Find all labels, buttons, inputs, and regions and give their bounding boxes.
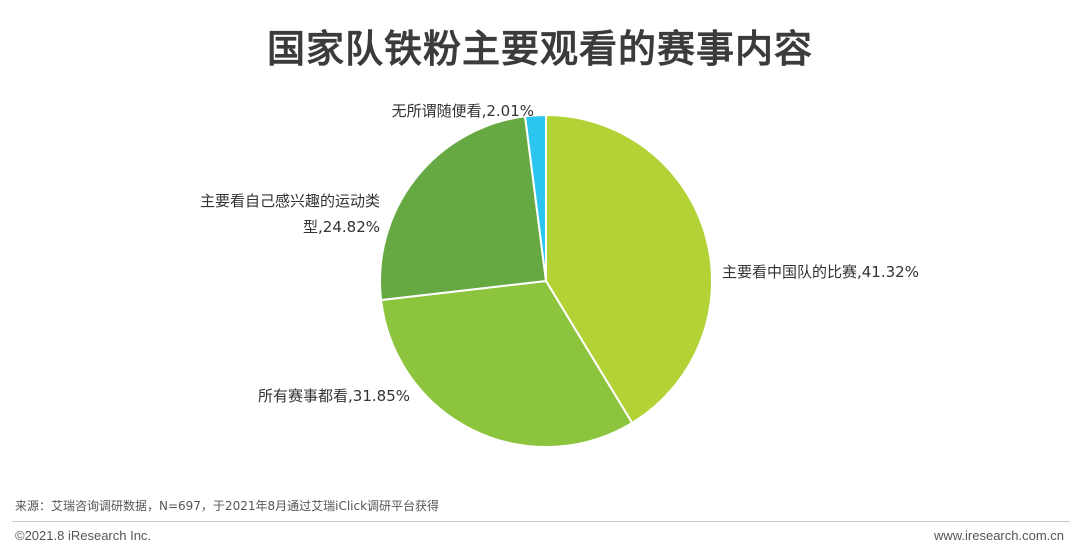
slice-label-2: 主要看自己感兴趣的运动类型,24.82% [200, 192, 380, 236]
pie-labels: 主要看中国队的比赛,41.32% 所有赛事都看,31.85% 主要看自己感兴趣的运动… [200, 102, 919, 405]
slice-label-line: 所有赛事都看,31.85% [258, 387, 410, 405]
slice-label-1: 所有赛事都看,31.85% [258, 387, 410, 405]
footer-divider [12, 521, 1070, 522]
website-link[interactable]: www.iresearch.com.cn [933, 528, 1064, 543]
slice-label-3: 无所谓随便看,2.01% [392, 102, 534, 120]
source-note: 来源：艾瑞咨询调研数据，N=697，于2021年8月通过艾瑞iClick调研平台… [15, 499, 440, 513]
pie-slice-0 [545, 113, 713, 425]
slice-label-line: 主要看中国队的比赛,41.32% [722, 263, 919, 281]
slice-label-line: 主要看自己感兴趣的运动类 [200, 192, 380, 210]
pie-slice-3 [523, 113, 547, 282]
pie-slice-2 [379, 115, 548, 302]
page-title: 国家队铁粉主要观看的赛事内容 [266, 27, 813, 71]
copyright-text: ©2021.8 iResearch Inc. [15, 528, 152, 543]
pie-slice-1 [379, 279, 634, 448]
slice-label-line: 无所谓随便看,2.01% [392, 102, 534, 120]
slice-label-0: 主要看中国队的比赛,41.32% [722, 263, 919, 281]
slice-label-line: 型,24.82% [303, 218, 380, 236]
pie-slices [379, 113, 713, 448]
